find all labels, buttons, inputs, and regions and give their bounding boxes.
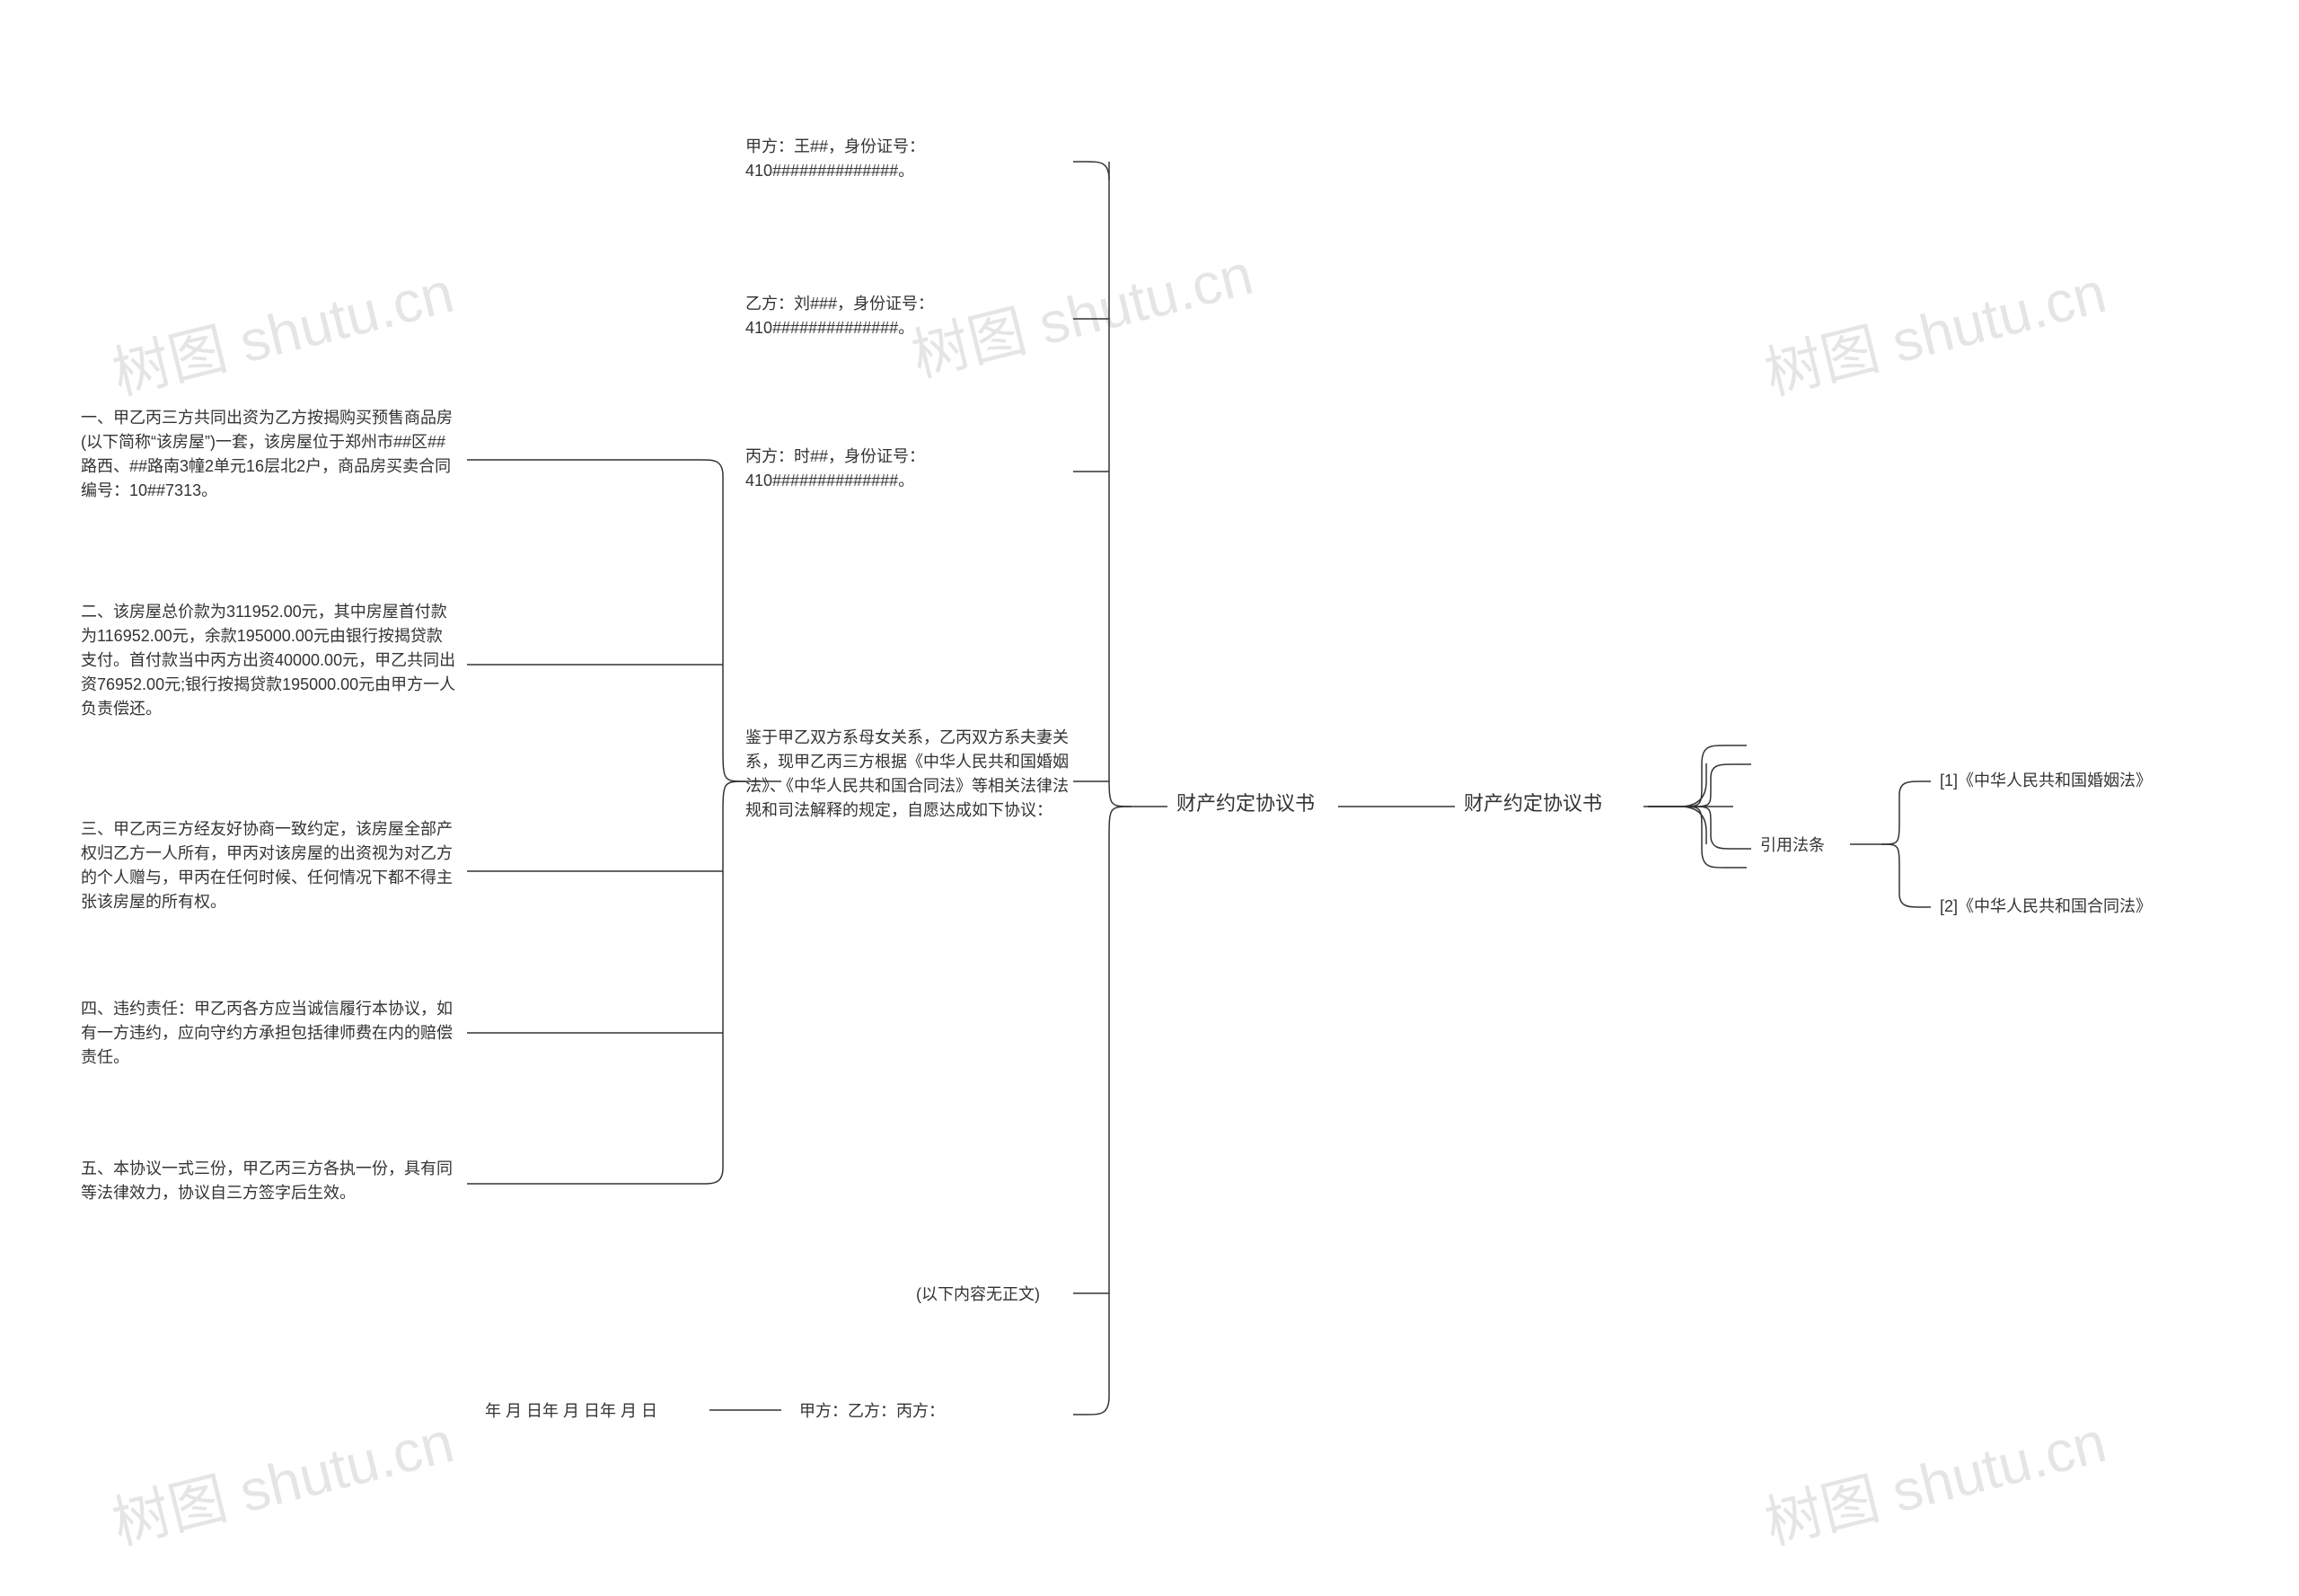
clause-text: 一、甲乙丙三方共同出资为乙方按揭购买预售商品房(以下简称“该房屋”)一套，该房屋… [81, 409, 453, 499]
clause-node[interactable]: 二、该房屋总价款为311952.00元，其中房屋首付款为116952.00元，余… [81, 600, 458, 721]
citation-item[interactable]: [2]《中华人民共和国合同法》 [1940, 895, 2227, 919]
agreement-intro-text: 鉴于甲乙双方系母女关系，乙丙双方系夫妻关系，现甲乙丙三方根据《中华人民共和国婚姻… [745, 728, 1069, 819]
watermark: 树图 shutu.cn [1756, 246, 2113, 410]
footer-note-node[interactable]: (以下内容无正文) [916, 1283, 1040, 1307]
footer-note-text: (以下内容无正文) [916, 1285, 1040, 1303]
party-text: 乙方：刘###，身份证号：410##############。 [745, 295, 934, 337]
citation-item-text: [1]《中华人民共和国婚姻法》 [1940, 772, 2152, 789]
clause-text: 四、违约责任：甲乙丙各方应当诚信履行本协议，如有一方违约，应向守约方承担包括律师… [81, 1000, 453, 1066]
left-main-node[interactable]: 财产约定协议书 [1176, 789, 1338, 818]
watermark: 树图 shutu.cn [103, 246, 461, 410]
clause-node[interactable]: 四、违约责任：甲乙丙各方应当诚信履行本协议，如有一方违约，应向守约方承担包括律师… [81, 997, 458, 1070]
party-node[interactable]: 甲方：王##，身份证号：410##############。 [745, 135, 1069, 183]
clause-text: 二、该房屋总价款为311952.00元，其中房屋首付款为116952.00元，余… [81, 603, 455, 718]
party-text: 甲方：王##，身份证号：410##############。 [745, 137, 925, 180]
party-node[interactable]: 乙方：刘###，身份证号：410##############。 [745, 292, 1069, 340]
clause-node[interactable]: 五、本协议一式三份，甲乙丙三方各执一份，具有同等法律效力，协议自三方签字后生效。 [81, 1157, 458, 1205]
watermark: 树图 shutu.cn [1756, 1396, 2113, 1560]
root-label: 财产约定协议书 [1464, 792, 1602, 815]
party-text: 丙方：时##，身份证号：410##############。 [745, 447, 925, 489]
signature-parties-node[interactable]: 甲方：乙方：丙方： [799, 1399, 945, 1424]
signature-dates-text: 年 月 日年 月 日年 月 日 [485, 1402, 657, 1420]
root-node[interactable]: 财产约定协议书 [1464, 789, 1643, 818]
citation-item-text: [2]《中华人民共和国合同法》 [1940, 897, 2152, 915]
citations-label: 引用法条 [1760, 836, 1825, 854]
signature-dates-node[interactable]: 年 月 日年 月 日年 月 日 [485, 1399, 657, 1424]
agreement-intro-node[interactable]: 鉴于甲乙双方系母女关系，乙丙双方系夫妻关系，现甲乙丙三方根据《中华人民共和国婚姻… [745, 726, 1069, 823]
citations-node[interactable]: 引用法条 [1760, 833, 1825, 858]
clause-node[interactable]: 一、甲乙丙三方共同出资为乙方按揭购买预售商品房(以下简称“该房屋”)一套，该房屋… [81, 406, 458, 503]
left-main-label: 财产约定协议书 [1176, 792, 1315, 815]
clause-node[interactable]: 三、甲乙丙三方经友好协商一致约定，该房屋全部产权归乙方一人所有，甲丙对该房屋的出… [81, 817, 458, 914]
party-node[interactable]: 丙方：时##，身份证号：410##############。 [745, 445, 1069, 493]
signature-parties-text: 甲方：乙方：丙方： [799, 1402, 945, 1420]
clause-text: 三、甲乙丙三方经友好协商一致约定，该房屋全部产权归乙方一人所有，甲丙对该房屋的出… [81, 820, 453, 911]
watermark: 树图 shutu.cn [103, 1396, 461, 1560]
connector-layer [0, 0, 2299, 1596]
clause-text: 五、本协议一式三份，甲乙丙三方各执一份，具有同等法律效力，协议自三方签字后生效。 [81, 1160, 453, 1202]
citation-item[interactable]: [1]《中华人民共和国婚姻法》 [1940, 769, 2227, 793]
